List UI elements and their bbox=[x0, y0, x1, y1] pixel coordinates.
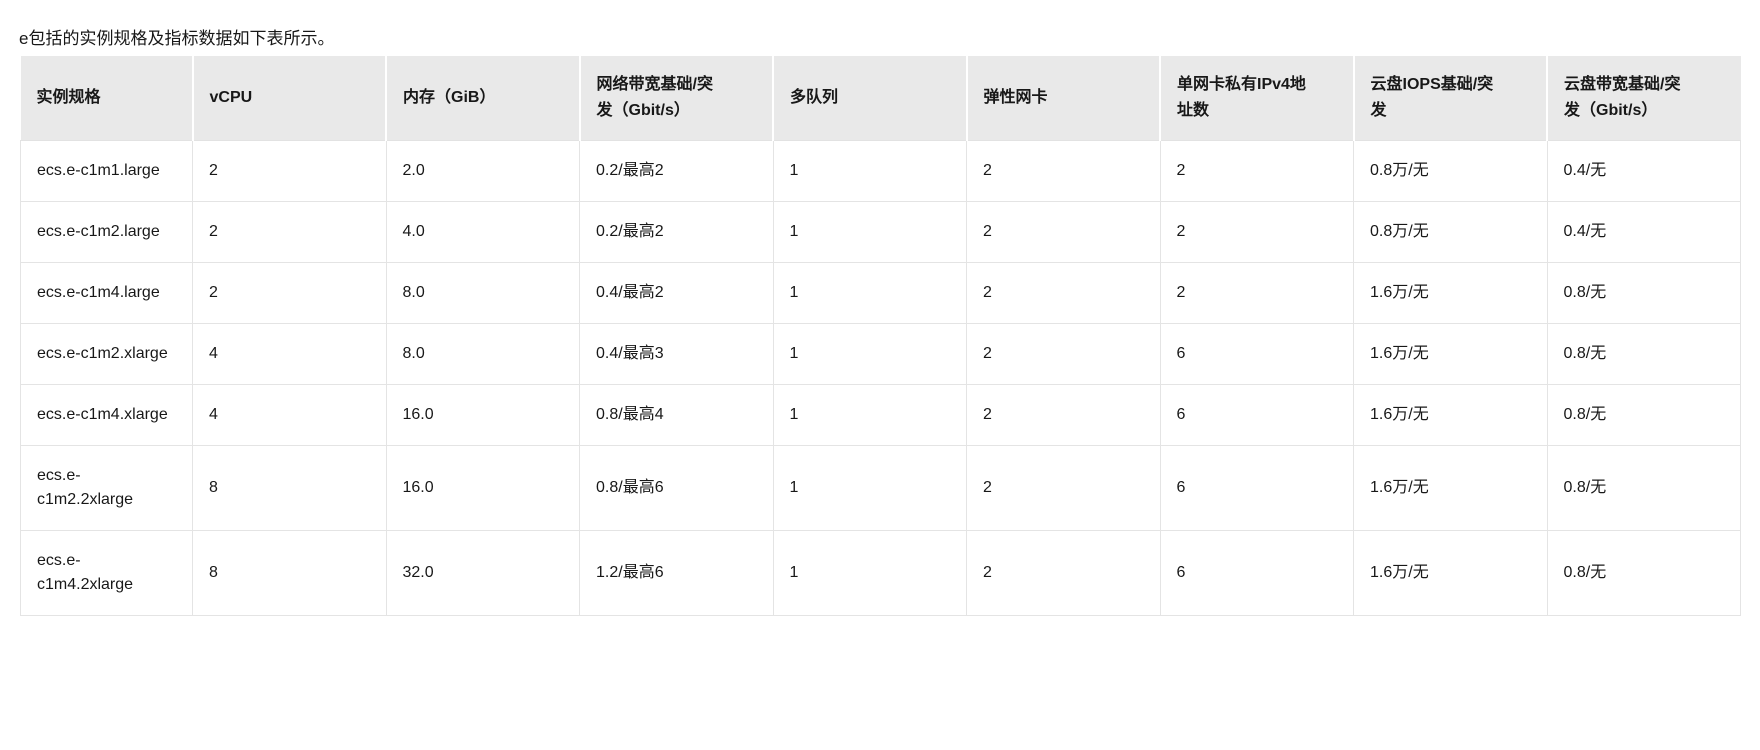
column-header-label: vCPU bbox=[209, 88, 253, 106]
table-cell: 2 bbox=[966, 445, 1161, 531]
table-cell: 1 bbox=[772, 445, 967, 531]
table-cell: 32.0 bbox=[385, 530, 580, 616]
table-cell: 0.4/最高2 bbox=[579, 262, 774, 324]
table-cell: 4 bbox=[192, 384, 387, 446]
table-cell: 1 bbox=[772, 384, 967, 446]
column-header: 内存（GiB） bbox=[385, 56, 580, 141]
table-cell: 6 bbox=[1159, 445, 1354, 531]
intro-text: e包括的实例规格及指标数据如下表所示。 bbox=[19, 29, 335, 48]
table-cell: 0.4/无 bbox=[1546, 201, 1741, 263]
column-header-label: 弹性网卡 bbox=[983, 88, 1048, 106]
column-header: 实例规格 bbox=[20, 56, 193, 141]
table-cell: 2 bbox=[1159, 201, 1354, 263]
header-row: 实例规格 vCPU 内存（GiB） 网络带宽基础/突发（Gbit/s） 多队列 弹性网卡 单… bbox=[20, 56, 1741, 141]
table-cell: 2 bbox=[192, 140, 387, 202]
table-body: ecs.e-c1m1.large 2 2.0 0.2/最高2 1 2 2 0.8万/无 0.4/… bbox=[20, 140, 1741, 616]
table-row: ecs.e-c1m2.2xlarge 8 16.0 0.8/最高6 1 2 6 1.6万/无 0… bbox=[20, 445, 1741, 531]
table-cell: 0.4/最高3 bbox=[579, 323, 774, 385]
spec-cell: ecs.e-c1m4.xlarge bbox=[20, 384, 193, 446]
column-header-label: 网络带宽基础/突发（Gbit/s） bbox=[596, 76, 713, 119]
column-header: 多队列 bbox=[772, 56, 967, 141]
table-cell: 6 bbox=[1159, 323, 1354, 385]
table-cell: 1.2/最高6 bbox=[579, 530, 774, 616]
table-cell: 1 bbox=[772, 323, 967, 385]
table-cell: 2 bbox=[1159, 140, 1354, 202]
table-row: ecs.e-c1m2.large 2 4.0 0.2/最高2 1 2 2 0.8万/无 0.4/… bbox=[20, 201, 1741, 263]
table-cell: 2 bbox=[966, 201, 1161, 263]
column-header: 网络带宽基础/突发（Gbit/s） bbox=[578, 56, 773, 141]
table-cell: 0.8/无 bbox=[1546, 445, 1741, 531]
table-cell: 1 bbox=[772, 201, 967, 263]
table-row: ecs.e-c1m4.large 2 8.0 0.4/最高2 1 2 2 1.6万/无 0.8/… bbox=[20, 262, 1741, 324]
column-header: vCPU bbox=[191, 56, 386, 141]
column-header-label: 单网卡私有IPv4地址数 bbox=[1177, 76, 1306, 119]
table-row: ecs.e-c1m4.2xlarge 8 32.0 1.2/最高6 1 2 6 1.6万/无 0… bbox=[20, 530, 1741, 616]
table-cell: 2 bbox=[966, 530, 1161, 616]
table-cell: 1.6万/无 bbox=[1353, 445, 1548, 531]
table-cell: 2 bbox=[966, 323, 1161, 385]
table-cell: 0.8/最高4 bbox=[579, 384, 774, 446]
column-header: 弹性网卡 bbox=[965, 56, 1160, 141]
table-cell: 1 bbox=[772, 140, 967, 202]
table-cell: 0.8/无 bbox=[1546, 384, 1741, 446]
table-cell: 8 bbox=[192, 530, 387, 616]
table-cell: 8.0 bbox=[385, 323, 580, 385]
table-cell: 16.0 bbox=[385, 445, 580, 531]
instance-spec-table: 实例规格 vCPU 内存（GiB） 网络带宽基础/突发（Gbit/s） 多队列 弹性网卡 单… bbox=[20, 56, 1741, 616]
table-head: 实例规格 vCPU 内存（GiB） 网络带宽基础/突发（Gbit/s） 多队列 弹性网卡 单… bbox=[20, 56, 1741, 141]
table-cell: 2 bbox=[966, 140, 1161, 202]
table-cell: 2 bbox=[192, 201, 387, 263]
column-header-label: 内存（GiB） bbox=[403, 88, 496, 106]
column-header: 云盘带宽基础/突发（Gbit/s） bbox=[1546, 56, 1741, 141]
table-cell: 16.0 bbox=[385, 384, 580, 446]
table-cell: 2 bbox=[192, 262, 387, 324]
table-cell: 0.8万/无 bbox=[1353, 140, 1548, 202]
column-header-label: 多队列 bbox=[790, 88, 839, 106]
column-header-label: 实例规格 bbox=[36, 88, 101, 106]
table-cell: 2 bbox=[1159, 262, 1354, 324]
spec-cell: ecs.e-c1m2.xlarge bbox=[20, 323, 193, 385]
table-cell: 0.2/最高2 bbox=[579, 140, 774, 202]
table-cell: 1.6万/无 bbox=[1353, 530, 1548, 616]
table-cell: 8 bbox=[192, 445, 387, 531]
table-cell: 0.8/无 bbox=[1546, 262, 1741, 324]
spec-cell: ecs.e-c1m2.large bbox=[20, 201, 193, 263]
spec-cell: ecs.e-c1m4.2xlarge bbox=[20, 530, 193, 616]
table-row: ecs.e-c1m4.xlarge 4 16.0 0.8/最高4 1 2 6 1.6万/无 0.… bbox=[20, 384, 1741, 446]
table-row: ecs.e-c1m1.large 2 2.0 0.2/最高2 1 2 2 0.8万/无 0.4/… bbox=[20, 140, 1741, 202]
table-cell: 2 bbox=[966, 384, 1161, 446]
table-cell: 0.4/无 bbox=[1546, 140, 1741, 202]
column-header-label: 云盘IOPS基础/突发 bbox=[1370, 76, 1494, 119]
table-cell: 2.0 bbox=[385, 140, 580, 202]
table-cell: 6 bbox=[1159, 384, 1354, 446]
spec-cell: ecs.e-c1m1.large bbox=[20, 140, 193, 202]
table-cell: 2 bbox=[966, 262, 1161, 324]
table-row: ecs.e-c1m2.xlarge 4 8.0 0.4/最高3 1 2 6 1.6万/无 0.8… bbox=[20, 323, 1741, 385]
table-cell: 0.8/无 bbox=[1546, 323, 1741, 385]
table-cell: 1 bbox=[772, 530, 967, 616]
table-cell: 0.2/最高2 bbox=[579, 201, 774, 263]
table-cell: 0.8/最高6 bbox=[579, 445, 774, 531]
table-cell: 8.0 bbox=[385, 262, 580, 324]
table-cell: 1 bbox=[772, 262, 967, 324]
table-cell: 0.8万/无 bbox=[1353, 201, 1548, 263]
table-cell: 1.6万/无 bbox=[1353, 262, 1548, 324]
table-cell: 1.6万/无 bbox=[1353, 323, 1548, 385]
column-header: 云盘IOPS基础/突发 bbox=[1352, 56, 1547, 141]
table-cell: 6 bbox=[1159, 530, 1354, 616]
spec-cell: ecs.e-c1m2.2xlarge bbox=[20, 445, 193, 531]
column-header-label: 云盘带宽基础/突发（Gbit/s） bbox=[1564, 76, 1681, 119]
table-cell: 0.8/无 bbox=[1546, 530, 1741, 616]
table-cell: 4.0 bbox=[385, 201, 580, 263]
table-cell: 4 bbox=[192, 323, 387, 385]
table-cell: 1.6万/无 bbox=[1353, 384, 1548, 446]
column-header: 单网卡私有IPv4地址数 bbox=[1159, 56, 1354, 141]
spec-cell: ecs.e-c1m4.large bbox=[20, 262, 193, 324]
